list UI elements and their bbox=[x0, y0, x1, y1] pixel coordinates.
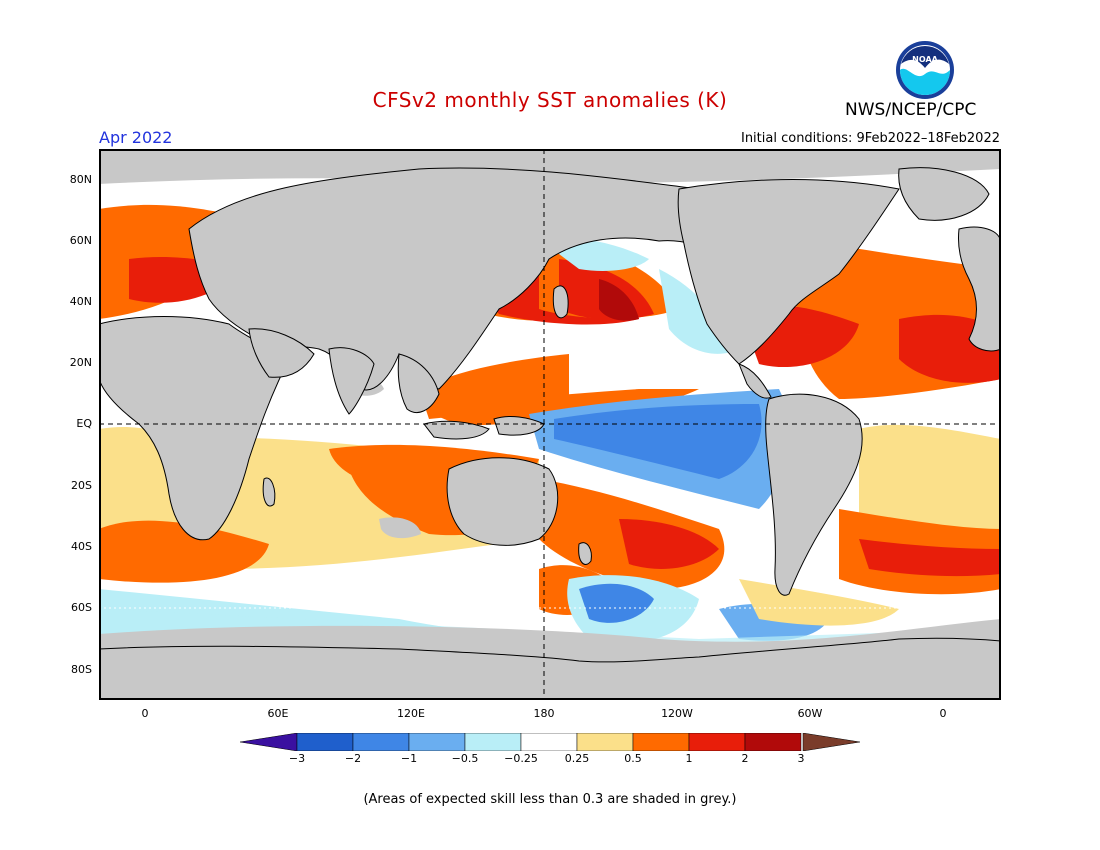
footnote: (Areas of expected skill less than 0.3 a… bbox=[363, 792, 737, 807]
lon-label: 180 bbox=[533, 707, 555, 720]
colorbar-label: −1 bbox=[400, 752, 418, 765]
colorbar bbox=[239, 732, 861, 773]
initial-conditions: Initial conditions: 9Feb2022–18Feb2022 bbox=[740, 131, 1000, 146]
colorbar-cell bbox=[688, 732, 746, 752]
lon-label: 120E bbox=[397, 707, 425, 720]
colorbar-cells bbox=[296, 732, 802, 752]
colorbar-cell bbox=[520, 732, 578, 752]
lat-label: 40S bbox=[71, 540, 92, 553]
colorbar-label: −0.25 bbox=[504, 752, 538, 765]
noaa-logo: NOAA bbox=[895, 40, 955, 100]
colorbar-label: −2 bbox=[344, 752, 362, 765]
colorbar-label: 1 bbox=[685, 752, 693, 765]
lat-label: 40N bbox=[69, 295, 92, 308]
colorbar-cell bbox=[576, 732, 634, 752]
lon-label: 120W bbox=[661, 707, 693, 720]
colorbar-label: 0.5 bbox=[624, 752, 642, 765]
colorbar-label: −3 bbox=[288, 752, 306, 765]
lat-label: 60S bbox=[71, 601, 92, 614]
colorbar-label: 0.25 bbox=[564, 752, 590, 765]
forecast-month: Apr 2022 bbox=[99, 128, 173, 147]
sst-anomaly-map bbox=[99, 149, 1001, 700]
lat-label: 80N bbox=[69, 173, 92, 186]
lat-label: 60N bbox=[69, 234, 92, 247]
colorbar-label: 3 bbox=[797, 752, 805, 765]
agency-label: NWS/NCEP/CPC bbox=[845, 100, 977, 120]
colorbar-label: −0.5 bbox=[451, 752, 479, 765]
lat-label: 80S bbox=[71, 663, 92, 676]
map-frame bbox=[99, 149, 1001, 700]
colorbar-cell bbox=[464, 732, 522, 752]
lon-label: 0 bbox=[141, 707, 149, 720]
colorbar-cell bbox=[408, 732, 466, 752]
colorbar-cell bbox=[352, 732, 410, 752]
svg-text:NOAA: NOAA bbox=[912, 55, 938, 64]
lat-label: EQ bbox=[76, 417, 92, 430]
continents bbox=[99, 167, 1001, 700]
chart-title: CFSv2 monthly SST anomalies (K) bbox=[372, 88, 728, 112]
lat-label: 20S bbox=[71, 479, 92, 492]
lon-label: 0 bbox=[939, 707, 947, 720]
colorbar-cell bbox=[744, 732, 802, 752]
colorbar-arrow-high bbox=[802, 732, 861, 752]
colorbar-arrow-low bbox=[239, 732, 298, 752]
lat-label: 20N bbox=[69, 356, 92, 369]
colorbar-cell bbox=[296, 732, 354, 752]
lon-label: 60E bbox=[267, 707, 289, 720]
lon-label: 60W bbox=[797, 707, 823, 720]
colorbar-label: 2 bbox=[741, 752, 749, 765]
colorbar-cell bbox=[632, 732, 690, 752]
